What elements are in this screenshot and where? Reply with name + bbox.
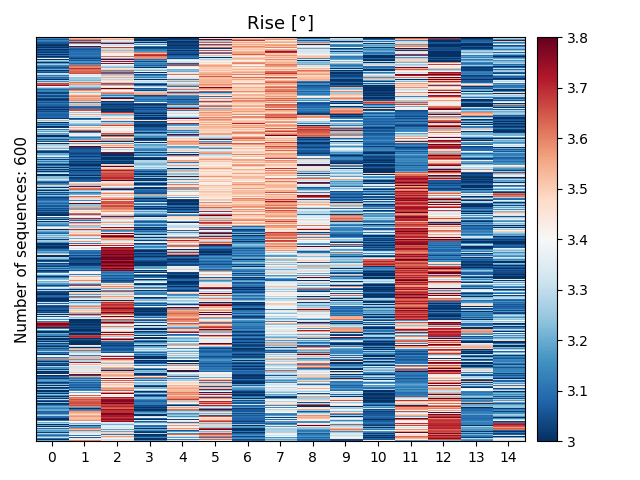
Y-axis label: Number of sequences: 600: Number of sequences: 600 — [15, 136, 30, 343]
Title: Rise [°]: Rise [°] — [246, 15, 314, 33]
